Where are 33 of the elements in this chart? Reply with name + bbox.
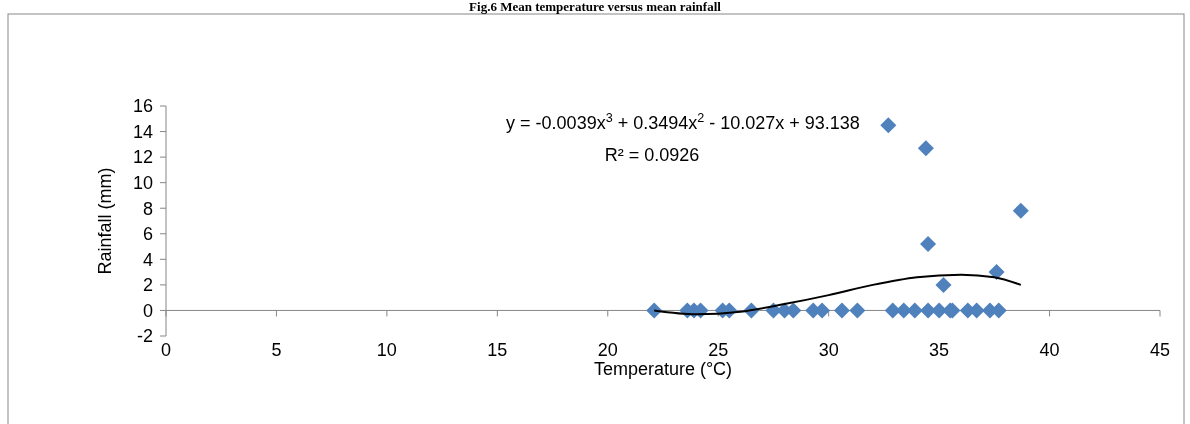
point — [935, 276, 952, 293]
point — [880, 117, 897, 134]
x-tick-label: 20 — [597, 340, 618, 361]
chart-title: Fig.6 Mean temperature versus mean rainfall — [469, 0, 722, 14]
x-tick-label: 45 — [1149, 340, 1171, 361]
point — [920, 236, 937, 252]
y-tick-label: 4 — [142, 249, 153, 270]
y-tick-label: 2 — [142, 275, 153, 296]
x-axis-title: Temperature (°C) — [593, 359, 733, 380]
y-tick-label: 12 — [132, 147, 153, 168]
x-tick-label: 25 — [708, 340, 729, 361]
point — [1012, 202, 1029, 219]
annotation: y = -0.0039x$^{3}$ + 0.3494x$^{2}$ - 10.027x + 93.138 — [506, 111, 860, 133]
point — [849, 302, 866, 319]
x-tick-label: 5 — [271, 340, 282, 361]
point — [833, 302, 850, 319]
x-tick-label: 35 — [929, 340, 950, 361]
y-tick-label: 16 — [132, 96, 153, 117]
y-tick-label: 10 — [132, 172, 153, 193]
y-tick-label: 14 — [132, 121, 153, 142]
point — [917, 140, 934, 157]
y-tick-label: 0 — [142, 300, 153, 321]
x-tick-label: 40 — [1039, 340, 1060, 361]
x-tick-label: 10 — [376, 340, 397, 361]
y-tick-label: 6 — [142, 224, 153, 245]
point — [988, 264, 1005, 281]
y-tick-label: 8 — [142, 198, 153, 219]
x-tick-label: 15 — [487, 340, 508, 361]
y-tick-label: -2 — [136, 326, 153, 347]
x-tick-label: 0 — [160, 340, 172, 361]
x-tick-label: 30 — [818, 340, 839, 361]
annotation: R² = 0.0926 — [604, 145, 700, 165]
y-axis-title: Rainfall (mm) — [95, 167, 115, 275]
